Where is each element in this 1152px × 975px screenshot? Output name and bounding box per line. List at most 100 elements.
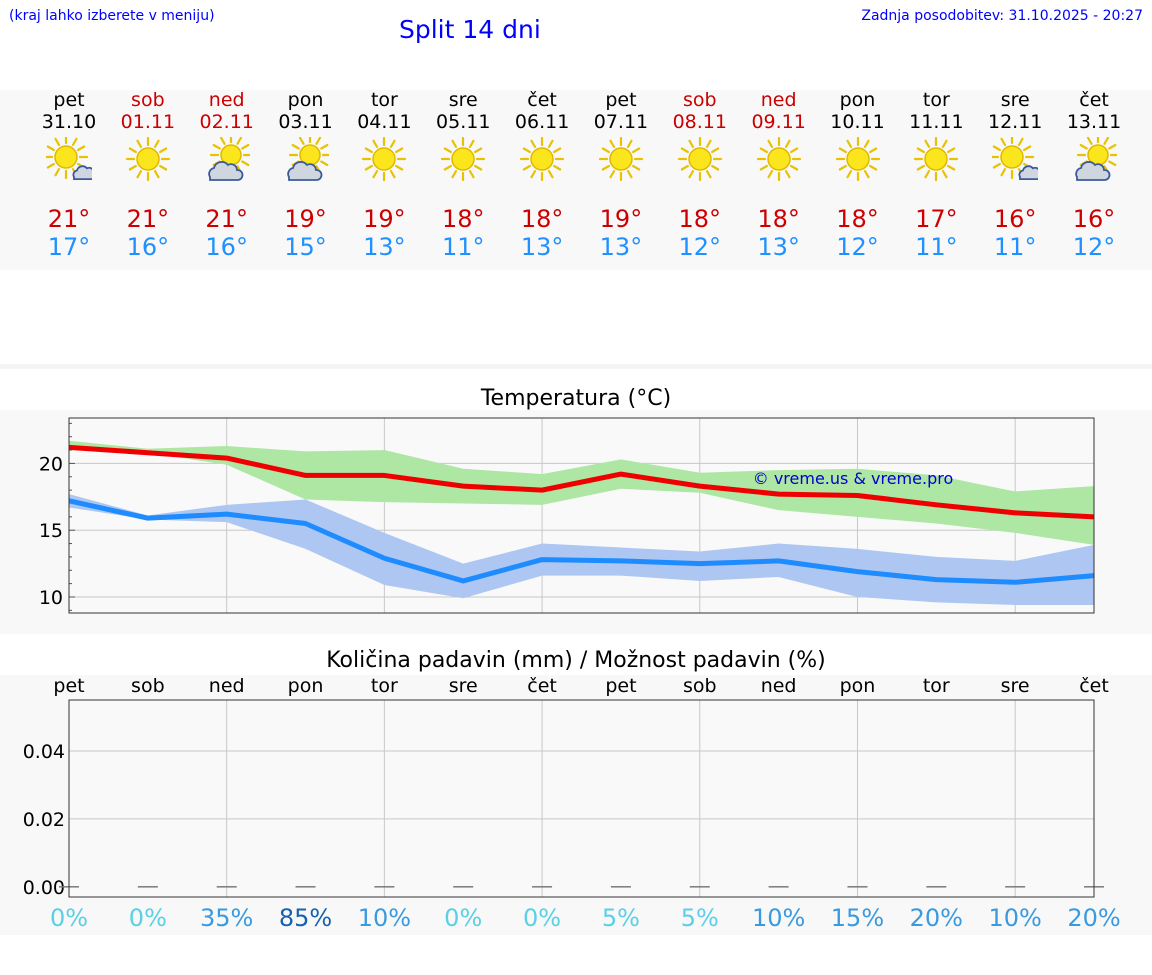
- precipitation-chart: 0.00 0.02 0.04: [23, 699, 1104, 899]
- day-column: sre 12.11 16° 11°: [976, 89, 1054, 261]
- precipitation-probability: 0%: [49, 904, 89, 932]
- day-date: 08.11: [672, 111, 727, 133]
- precipitation-probability: 0%: [523, 904, 562, 932]
- sun-icon: [835, 136, 881, 185]
- x-tick-label: sob: [131, 675, 165, 697]
- precipitation-bar: [1005, 886, 1026, 888]
- precipitation-probability: 10%: [751, 904, 806, 932]
- precipitation-bar: [847, 886, 868, 888]
- day-date: 04.11: [357, 111, 412, 133]
- min-temperature: 11°: [993, 233, 1037, 261]
- sun-icon: [913, 136, 959, 185]
- min-temperature: 11°: [915, 233, 958, 261]
- forecast-strip: [0, 90, 1152, 270]
- sun-cloud-small-icon: [43, 134, 99, 185]
- day-column: ned 02.11 21° 16°: [188, 89, 266, 261]
- sun-cloud-small-icon: [990, 134, 1045, 185]
- max-temperature: 21°: [126, 205, 170, 233]
- x-tick-label: čet: [1079, 675, 1109, 697]
- x-tick-label: pon: [287, 675, 324, 697]
- day-name: sob: [131, 89, 165, 111]
- x-tick-label: pet: [53, 675, 85, 697]
- divider: [0, 364, 1152, 369]
- max-temperature: 18°: [836, 205, 879, 233]
- max-temperature: 19°: [284, 205, 327, 233]
- max-temperature: 17°: [915, 205, 958, 233]
- max-temperature: 19°: [363, 205, 406, 233]
- temperature-chart: 10 15 20 © vreme.us & vreme.pro: [39, 417, 1095, 614]
- day-date: 07.11: [593, 111, 649, 133]
- y-tick-label: 0.00: [23, 877, 65, 899]
- precipitation-probability: 5%: [601, 904, 640, 932]
- max-temperature: 16°: [1072, 205, 1116, 233]
- sun-icon: [361, 136, 407, 185]
- x-tick-label: sre: [448, 675, 478, 697]
- day-date: 12.11: [987, 111, 1043, 133]
- sun-icon: [756, 136, 802, 185]
- min-temperature: 17°: [47, 233, 91, 261]
- sun-icon: [440, 136, 486, 185]
- precipitation-bar: [926, 886, 947, 888]
- day-date: 05.11: [436, 111, 491, 133]
- max-temperature: 18°: [757, 205, 800, 233]
- x-tick-label: sob: [682, 675, 717, 697]
- day-name: ned: [208, 89, 245, 111]
- max-temperature-range-band: [69, 440, 1094, 545]
- day-name: pon: [287, 89, 324, 111]
- day-date: 01.11: [120, 111, 176, 133]
- max-temperature: 18°: [678, 205, 722, 233]
- precipitation-bar: [453, 886, 474, 888]
- location-menu-hint[interactable]: (kraj lahko izberete v meniju): [9, 8, 215, 24]
- sun-icon: [677, 136, 723, 185]
- day-column: čet 13.11 16° 12°: [1055, 89, 1133, 261]
- precipitation-bar: [137, 886, 158, 888]
- plot-frame: [68, 699, 1095, 898]
- day-name: sre: [448, 89, 478, 111]
- precipitation-chart-title: Količina padavin (mm) / Možnost padavin …: [326, 648, 826, 673]
- precipitation-probability: 5%: [680, 904, 719, 932]
- last-update: Zadnja posodobitev: 31.10.2025 - 20:27: [861, 8, 1143, 24]
- day-name: tor: [922, 89, 950, 111]
- day-column: sob 08.11 18° 12°: [661, 89, 739, 261]
- min-temperature: 11°: [441, 233, 485, 261]
- day-column: ned 09.11 18° 13°: [740, 89, 818, 261]
- day-date: 13.11: [1066, 111, 1122, 133]
- x-tick-label: tor: [922, 675, 950, 697]
- min-temperature: 12°: [678, 233, 722, 261]
- precipitation-bar: [610, 886, 631, 888]
- x-tick-label: ned: [208, 675, 245, 697]
- day-column: pet 31.10 21° 17°: [30, 89, 108, 261]
- precipitation-probability: 35%: [200, 904, 254, 932]
- max-temperature: 19°: [599, 205, 643, 233]
- min-temperature: 16°: [126, 233, 170, 261]
- max-temperature: 21°: [47, 205, 91, 233]
- day-date: 31.10: [41, 111, 97, 133]
- day-name: pet: [53, 89, 85, 111]
- precipitation-probability: 10%: [988, 904, 1042, 932]
- day-column: sre 05.11 18° 11°: [424, 89, 502, 261]
- x-tick-label: pet: [605, 675, 637, 697]
- min-temperature: 13°: [757, 233, 800, 261]
- precipitation-probability: 15%: [830, 904, 885, 932]
- max-temperature: 18°: [520, 205, 564, 233]
- day-name: čet: [527, 89, 557, 111]
- day-name: ned: [760, 89, 797, 111]
- min-temperature: 13°: [520, 233, 564, 261]
- min-temperature: 16°: [205, 233, 248, 261]
- day-column: tor 04.11 19° 13°: [345, 89, 423, 261]
- sun-cloud-icon: [1071, 133, 1120, 185]
- max-temperature: 16°: [993, 205, 1037, 233]
- max-temperature-line: [68, 444, 1095, 520]
- day-name: čet: [1079, 89, 1109, 111]
- sun-cloud-icon: [204, 133, 252, 185]
- precipitation-probability: 20%: [1067, 904, 1121, 932]
- min-temperature: 12°: [836, 233, 879, 261]
- day-name: tor: [370, 89, 398, 111]
- day-date: 03.11: [278, 111, 333, 133]
- day-column: pet 07.11 19° 13°: [582, 89, 660, 261]
- precipitation-bar: [295, 886, 316, 888]
- day-column: pon 03.11 19° 15°: [267, 89, 345, 261]
- day-column: tor 11.11 17° 11°: [897, 89, 975, 261]
- x-tick-label: čet: [527, 675, 557, 697]
- day-date: 02.11: [199, 111, 254, 133]
